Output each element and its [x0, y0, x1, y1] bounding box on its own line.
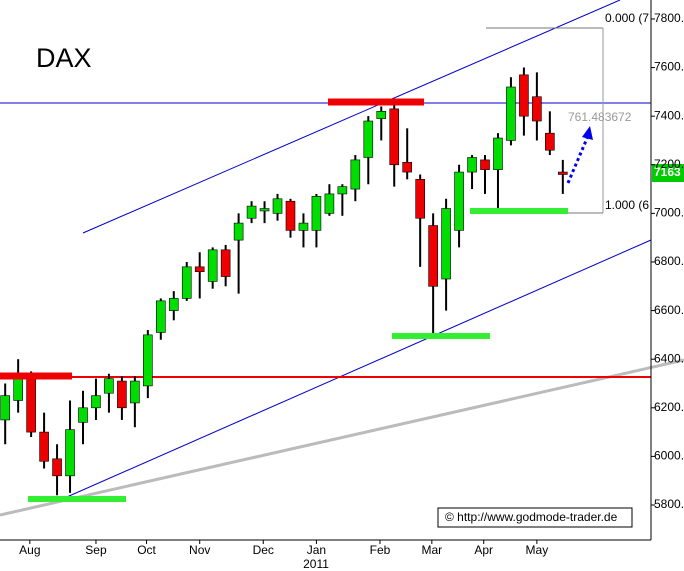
candle-body — [0, 395, 10, 421]
y-tick-label: 7200. — [654, 157, 684, 171]
candle-body — [324, 193, 335, 214]
y-tick-label: 7000. — [654, 206, 684, 220]
candle-body — [39, 431, 49, 462]
candle-body — [78, 407, 88, 423]
y-tick-label: 7800. — [654, 11, 684, 25]
year-label: 2011 — [303, 557, 329, 571]
y-tick-label: 7600. — [654, 60, 684, 74]
trend-channel-lower — [59, 239, 652, 501]
candle-body — [376, 111, 387, 119]
x-tick-label: Jan — [307, 543, 326, 557]
candle-body — [493, 137, 503, 170]
y-tick-label: 6000. — [654, 449, 684, 463]
candle-body — [104, 378, 114, 394]
candle-body — [350, 159, 361, 190]
candle-body — [156, 300, 166, 333]
candle-body — [285, 200, 296, 231]
candle-body — [207, 249, 218, 282]
long-trend-line — [0, 358, 684, 517]
candle-body — [13, 378, 23, 401]
candle-body — [428, 225, 438, 287]
y-tick-label: 7400. — [654, 108, 684, 122]
candle-body — [143, 334, 153, 387]
watermark: © http://www.godmode-trader.de — [445, 510, 618, 524]
x-tick-label: Mar — [422, 543, 443, 557]
candle-body — [233, 222, 244, 241]
candle-body — [91, 395, 101, 409]
candle-body — [65, 429, 75, 477]
candle-body — [480, 159, 490, 170]
x-tick-label: Nov — [189, 543, 210, 557]
x-tick-label: Dec — [253, 543, 274, 557]
candle-body — [272, 198, 283, 214]
x-tick-label: Oct — [137, 543, 156, 557]
candle-body — [181, 266, 192, 299]
candle-body — [259, 208, 270, 212]
y-tick-label: 5800. — [654, 497, 684, 511]
x-tick-label: Apr — [474, 543, 493, 557]
candle-body — [389, 108, 400, 166]
candle-body — [26, 375, 36, 433]
candle-body — [194, 266, 205, 273]
x-tick-label: Feb — [370, 543, 391, 557]
candle-body — [246, 205, 257, 219]
y-tick-label: 6600. — [654, 303, 684, 317]
candle-body — [311, 196, 322, 231]
watermark-box — [437, 507, 633, 528]
annotation: 761.483672 — [568, 110, 632, 124]
annotation: 1.000 (6 — [605, 198, 649, 212]
candle-body — [506, 86, 516, 141]
candle-body — [220, 249, 231, 277]
candle-body — [130, 380, 140, 404]
candle-body — [545, 132, 555, 151]
candle-body — [168, 298, 179, 311]
y-tick-label: 6400. — [654, 351, 684, 365]
projection-arrow — [566, 135, 590, 184]
candle-body — [532, 96, 542, 122]
price-tag-label: 7163 — [654, 165, 681, 179]
candle-body — [337, 186, 348, 195]
candle-body — [519, 74, 529, 117]
arrow-head — [582, 126, 593, 140]
candle-body — [415, 179, 425, 219]
candle-body — [558, 171, 568, 175]
candle-body — [298, 222, 309, 231]
candle-body — [117, 380, 127, 409]
candle-body — [363, 120, 374, 158]
trend-channel-upper — [82, 0, 621, 234]
candle-body — [454, 171, 464, 231]
candle-body — [441, 208, 451, 280]
annotation: 0.000 (7 — [605, 11, 649, 25]
x-tick-label: Sep — [85, 543, 107, 557]
y-tick-label: 6200. — [654, 400, 684, 414]
chart-title: DAX — [36, 43, 92, 73]
candle-body — [402, 162, 412, 173]
candle-body — [52, 458, 62, 477]
y-tick-label: 6800. — [654, 254, 684, 268]
candle-body — [467, 157, 477, 173]
x-tick-label: May — [526, 543, 549, 557]
price-tag — [652, 164, 684, 182]
x-tick-label: Aug — [19, 543, 40, 557]
